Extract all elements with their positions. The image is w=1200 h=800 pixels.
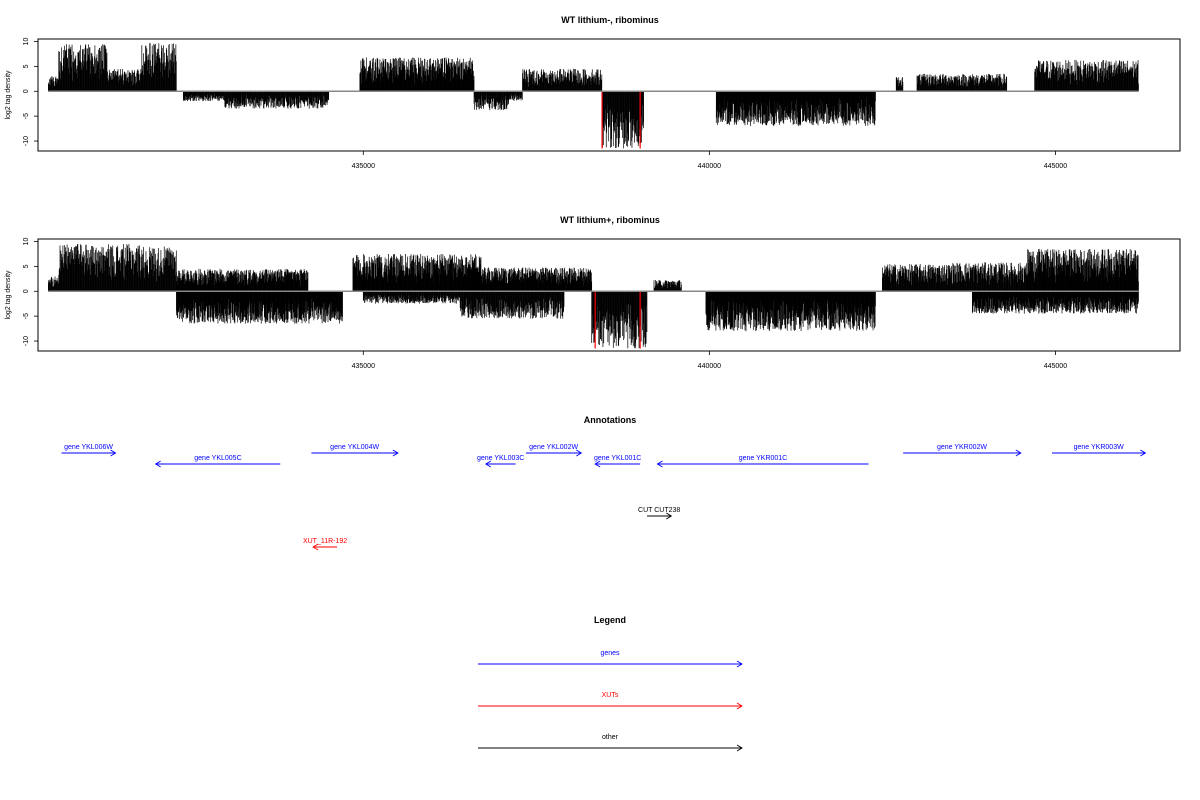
y-tick-label: 0 — [23, 89, 30, 93]
plot-frame — [37, 238, 1181, 352]
y-tick-label: -5 — [23, 113, 30, 119]
x-tick-label: 440000 — [698, 363, 721, 370]
track-panel-lithium-minus: WT lithium-, ribominus log2 tag density … — [5, 15, 1181, 170]
x-tick-label: 445000 — [1044, 363, 1067, 370]
x-axis: 435000 440000 445000 — [352, 351, 1067, 370]
bars — [48, 43, 1139, 149]
y-tick-label: 10 — [23, 237, 30, 245]
y-tick-label: -10 — [23, 336, 30, 346]
x-axis: 435000 440000 445000 — [352, 151, 1067, 170]
y-axis: -10 -5 0 5 10 — [23, 37, 38, 146]
bars — [48, 244, 1139, 349]
y-tick-label: 5 — [23, 64, 30, 68]
plot-frame — [37, 38, 1181, 152]
panel-title: WT lithium-, ribominus — [561, 15, 659, 25]
x-tick-label: 445000 — [1044, 163, 1067, 170]
y-axis-label: log2 tag density — [5, 270, 12, 320]
track-panel-lithium-plus: WT lithium+, ribominus log2 tag density … — [5, 215, 1181, 370]
x-tick-label: 435000 — [352, 363, 375, 370]
y-tick-label: 0 — [23, 289, 30, 293]
y-tick-label: 10 — [23, 37, 30, 45]
panel-title: WT lithium+, ribominus — [560, 215, 660, 225]
red-markers — [601, 91, 641, 149]
y-tick-label: -10 — [23, 136, 30, 146]
y-axis: -10 -5 0 5 10 — [23, 237, 38, 346]
y-tick-label: 5 — [23, 264, 30, 268]
x-tick-label: 440000 — [698, 163, 721, 170]
x-tick-label: 435000 — [352, 163, 375, 170]
y-axis-label: log2 tag density — [5, 70, 12, 120]
y-tick-label: -5 — [23, 313, 30, 319]
